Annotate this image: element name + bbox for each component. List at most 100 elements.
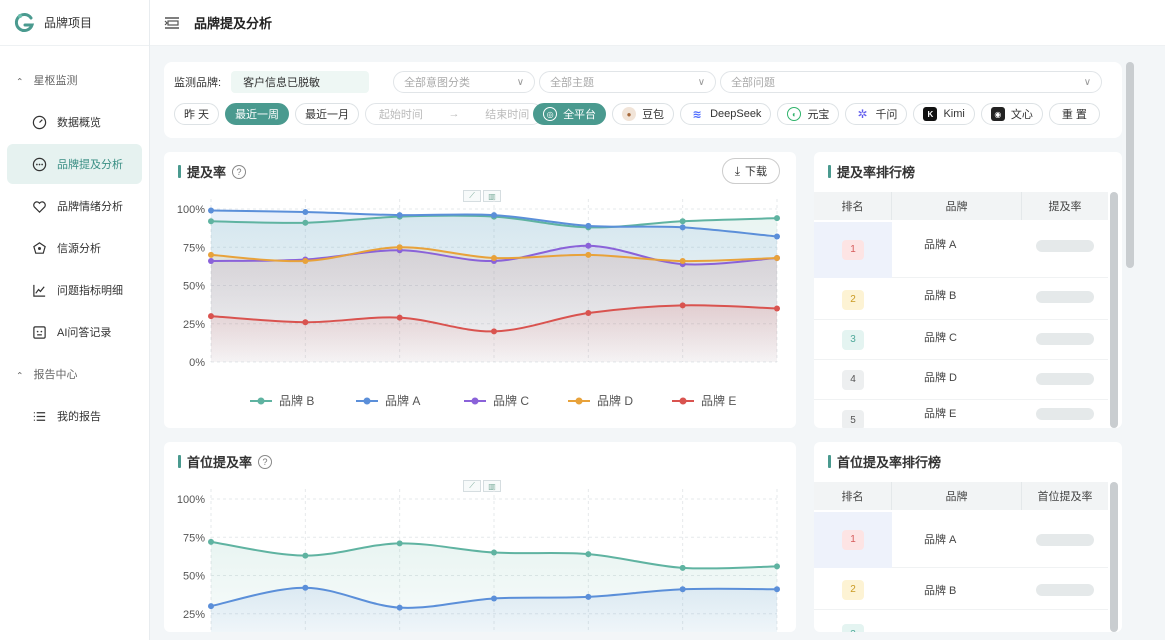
intent-select[interactable]: 全部意图分类 ∨ (393, 71, 536, 93)
table-row[interactable]: 3 品牌 C (814, 320, 1108, 360)
table-scrollbar[interactable] (1110, 192, 1118, 428)
data-point (491, 254, 497, 261)
bot-icon (31, 324, 47, 340)
date-last-month-button[interactable]: 最近一月 (295, 103, 360, 125)
brand-cell: 品牌 B (924, 289, 957, 302)
mention-rate-title: 提及率 (187, 165, 227, 180)
rank-badge: 2 (842, 289, 864, 310)
table-row[interactable]: 2 品牌 B (814, 570, 1108, 610)
col-brand[interactable]: 品牌 (892, 482, 1022, 510)
platform-wenxin-button[interactable]: ◉ 文心 (980, 103, 1043, 125)
reset-button[interactable]: 重 置 (1048, 103, 1100, 125)
deepseek-icon: ≋ (692, 108, 702, 121)
loading-placeholder (1036, 583, 1094, 596)
data-point (585, 222, 592, 229)
question-placeholder: 全部问题 (731, 77, 776, 89)
date-last-week-button[interactable]: 最近一周 (225, 103, 290, 125)
platform-qianwen-button[interactable]: ✲ 千问 (845, 103, 908, 125)
sidebar-item-mention-analysis[interactable]: 品牌提及分析 (7, 144, 142, 184)
table-row[interactable]: 5 品牌 E (814, 400, 1108, 428)
brand-cell: 品牌 A (924, 239, 957, 251)
col-brand[interactable]: 品牌 (892, 192, 1022, 220)
bar-chart-toggle-icon[interactable]: ▥ (483, 480, 501, 492)
rank-cell: 1 (814, 221, 892, 278)
platform-kimi-button[interactable]: K Kimi (913, 103, 975, 125)
platform-deepseek-button[interactable]: ≋ DeepSeek (680, 103, 772, 125)
rate-cell (1022, 222, 1108, 252)
line-chart-toggle-icon[interactable]: ⟋ (463, 190, 481, 202)
data-point (491, 212, 497, 219)
sidebar-item-my-reports[interactable]: 我的报告 (7, 396, 142, 436)
platform-yuanbao-button[interactable]: ◐ 元宝 (777, 103, 840, 125)
data-point (302, 209, 309, 216)
rank-table-header: 排名 品牌 提及率 (814, 192, 1108, 220)
platform-all-button[interactable]: ◎ 全平台 (533, 103, 607, 125)
sidebar-item-metrics[interactable]: 问题指标明细 (7, 270, 142, 310)
app-logo[interactable]: 品牌项目 (0, 0, 149, 46)
y-tick-label: 50% (183, 571, 205, 583)
data-point (679, 218, 686, 225)
first-mention-chart: 100% 75% 50% 25% (177, 489, 780, 632)
topic-placeholder: 全部主题 (550, 77, 595, 89)
help-icon[interactable]: ? (258, 454, 273, 469)
sidebar-item-ai-records[interactable]: AI问答记录 (7, 312, 142, 352)
sidebar-item-label: 数据概览 (57, 117, 101, 129)
card-title: 提及率 ? (178, 162, 247, 181)
intent-placeholder: 全部意图分类 (404, 77, 471, 89)
table-row[interactable]: 4 品牌 D (814, 360, 1108, 400)
topic-select[interactable]: 全部主题 ∨ (539, 71, 717, 93)
first-mention-title: 首位提及率 (187, 455, 253, 470)
table-row[interactable]: 3 (814, 610, 1108, 632)
data-point (396, 604, 403, 611)
data-point (302, 219, 309, 226)
data-point (302, 319, 309, 326)
page-scrollbar[interactable] (1126, 62, 1134, 268)
date-range-picker[interactable]: 起始时间 → 结束时间 (365, 103, 544, 125)
brand-label: 监测品牌: (174, 77, 222, 89)
table-row[interactable]: 1 品牌 A (814, 221, 1108, 278)
data-point (774, 254, 780, 261)
loading-placeholder (1036, 408, 1094, 420)
sidebar-item-source[interactable]: 信源分析 (7, 228, 142, 268)
sidebar-item-label: 品牌提及分析 (57, 159, 123, 171)
data-point (208, 538, 214, 545)
platform-doubao-button[interactable]: ● 豆包 (612, 103, 675, 125)
col-rate[interactable]: 首位提及率 (1037, 491, 1093, 503)
y-tick-label: 100% (177, 204, 205, 216)
end-date-input[interactable]: 结束时间 (485, 109, 530, 121)
download-button[interactable]: ⤓ 下载 (721, 158, 780, 184)
date-yesterday-button[interactable]: 昨 天 (174, 103, 220, 125)
loading-placeholder (1036, 332, 1094, 345)
brand-field[interactable]: 客户信息已脱敏 (231, 71, 370, 93)
start-date-input[interactable]: 起始时间 (378, 109, 423, 121)
help-icon[interactable]: ? (232, 164, 247, 179)
data-point (302, 552, 309, 559)
question-select[interactable]: 全部问题 ∨ (720, 71, 1103, 93)
col-rank[interactable]: 排名 (814, 192, 892, 220)
qianwen-icon: ✲ (857, 107, 868, 121)
table-row[interactable]: 1 品牌 A (814, 511, 1108, 568)
nav-group-monitor[interactable]: ⌄ 星枢监测 (0, 60, 149, 100)
sidebar-item-overview[interactable]: 数据概览 (7, 102, 142, 142)
data-point (774, 586, 780, 593)
table-row[interactable]: 2 品牌 B (814, 280, 1108, 320)
loading-placeholder (1036, 372, 1094, 385)
legend-label: 品牌 A (385, 394, 420, 408)
table-scrollbar[interactable] (1110, 482, 1118, 632)
sidebar-item-label: AI问答记录 (57, 327, 112, 339)
brand-cell: 品牌 C (924, 331, 957, 344)
chevron-down-icon: ∨ (1083, 76, 1092, 88)
legend-label: 品牌 D (597, 394, 633, 408)
bar-chart-toggle-icon[interactable]: ▥ (483, 190, 501, 202)
data-point (774, 233, 780, 240)
page-header: 品牌提及分析 (150, 0, 1165, 46)
sidebar-item-sentiment[interactable]: 品牌情绪分析 (7, 186, 142, 226)
menu-fold-icon[interactable] (164, 16, 182, 30)
nav-group-reports[interactable]: ⌄ 报告中心 (0, 354, 149, 394)
col-rank[interactable]: 排名 (814, 482, 892, 510)
line-chart-toggle-icon[interactable]: ⟋ (463, 480, 481, 492)
rank-badge: 3 (842, 624, 864, 632)
rank-cell: 5 (814, 410, 892, 428)
col-rate[interactable]: 提及率 (1048, 201, 1082, 213)
data-point (396, 314, 403, 321)
